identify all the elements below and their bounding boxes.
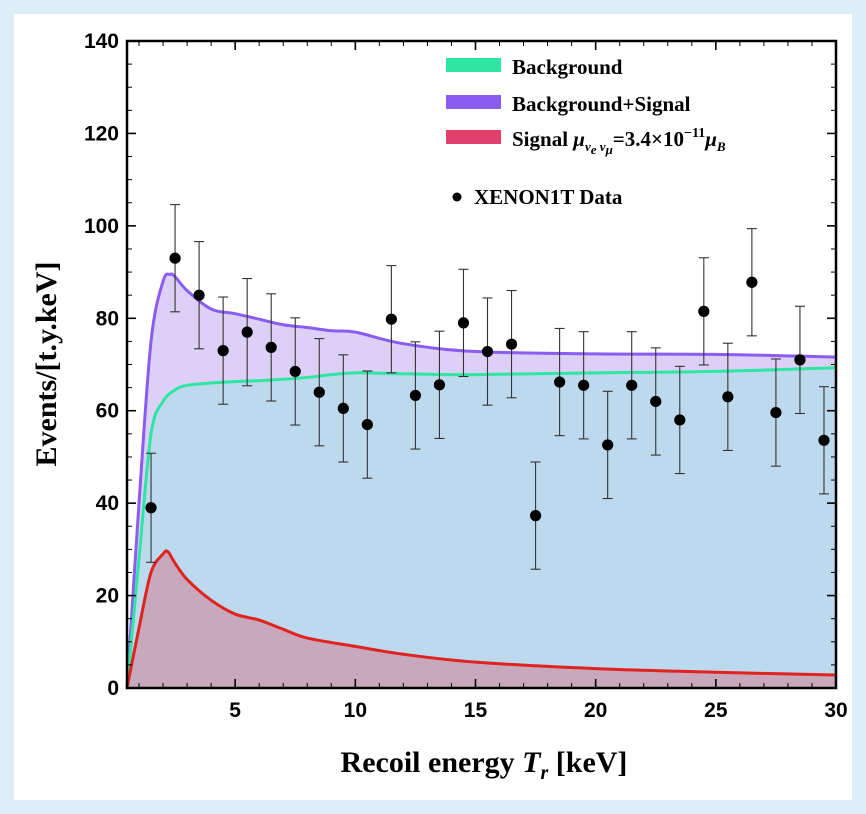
data-point (770, 406, 782, 419)
line-signal (125, 549, 837, 689)
data-point (794, 354, 806, 366)
data-point (193, 289, 205, 301)
data-point (505, 338, 518, 350)
data-point (698, 305, 710, 317)
y-tick-label: 120 (84, 122, 119, 145)
x-tick-label: 30 (824, 699, 847, 722)
x-tick-label: 15 (464, 699, 488, 722)
x-tick-label: 20 (584, 699, 607, 722)
y-tick-label: 140 (84, 30, 119, 53)
data-point (529, 510, 542, 522)
data-points (145, 204, 830, 570)
chart: 5 10 15 20 25 30 0 20 40 60 80 100 120 140 Events/[t.… (30, 30, 848, 784)
y-tick-label: 0 (107, 677, 119, 700)
y-tick-label: 80 (96, 307, 119, 330)
data-point (169, 252, 181, 264)
fill-signal (127, 550, 836, 688)
series-lines (125, 272, 837, 689)
data-point (554, 376, 566, 388)
data-point (722, 391, 734, 403)
data-point (217, 345, 229, 357)
y-axis-label: Events/[t.y.keV] (30, 262, 63, 467)
x-axis-label: Recoil energy Tr [keV] (341, 746, 628, 784)
y-tick-label: 20 (96, 585, 119, 608)
line-background (125, 366, 837, 689)
legend-swatch-signal (446, 130, 501, 144)
data-point (337, 402, 349, 415)
data-point (650, 395, 662, 408)
data-point (313, 386, 325, 398)
data-point (674, 414, 686, 426)
legend-marker-data (452, 192, 462, 202)
data-point (457, 317, 470, 329)
legend: Background Background+Signal Signal μνe … (446, 55, 726, 209)
x-tick-label: 10 (344, 699, 367, 722)
y-tick-label: 40 (96, 492, 119, 515)
data-point (602, 439, 614, 451)
data-point (578, 379, 590, 391)
y-tick-label: 100 (84, 215, 119, 238)
data-point (818, 434, 830, 446)
x-tick-label: 25 (704, 699, 728, 722)
y-tick-label: 60 (96, 400, 119, 423)
data-point (145, 502, 157, 514)
data-point (626, 379, 638, 391)
data-point (433, 379, 446, 391)
axis-ticks: 5 10 15 20 25 30 0 20 40 60 80 100 120 140 (84, 30, 848, 722)
data-point (361, 418, 373, 431)
legend-swatch-background (446, 58, 501, 72)
legend-swatch-background-signal (446, 95, 501, 109)
data-point (241, 326, 253, 338)
figure-panel: 5 10 15 20 25 30 0 20 40 60 80 100 120 140 Events/[t.… (14, 14, 852, 800)
data-point (481, 345, 494, 358)
data-point (746, 276, 758, 288)
data-point (265, 341, 277, 354)
data-point (385, 313, 397, 325)
data-point (409, 389, 422, 402)
legend-label-background-signal: Background+Signal (512, 92, 691, 116)
legend-label-signal: Signal μνe νμ=3.4×10−11μB (512, 126, 726, 157)
area-fills (127, 273, 836, 688)
data-point (289, 365, 301, 378)
legend-label-data: XENON1T Data (474, 185, 623, 209)
fill-background (127, 367, 836, 688)
line-background-signal (125, 272, 837, 689)
legend-label-background: Background (512, 55, 623, 79)
x-tick-label: 5 (229, 699, 241, 722)
